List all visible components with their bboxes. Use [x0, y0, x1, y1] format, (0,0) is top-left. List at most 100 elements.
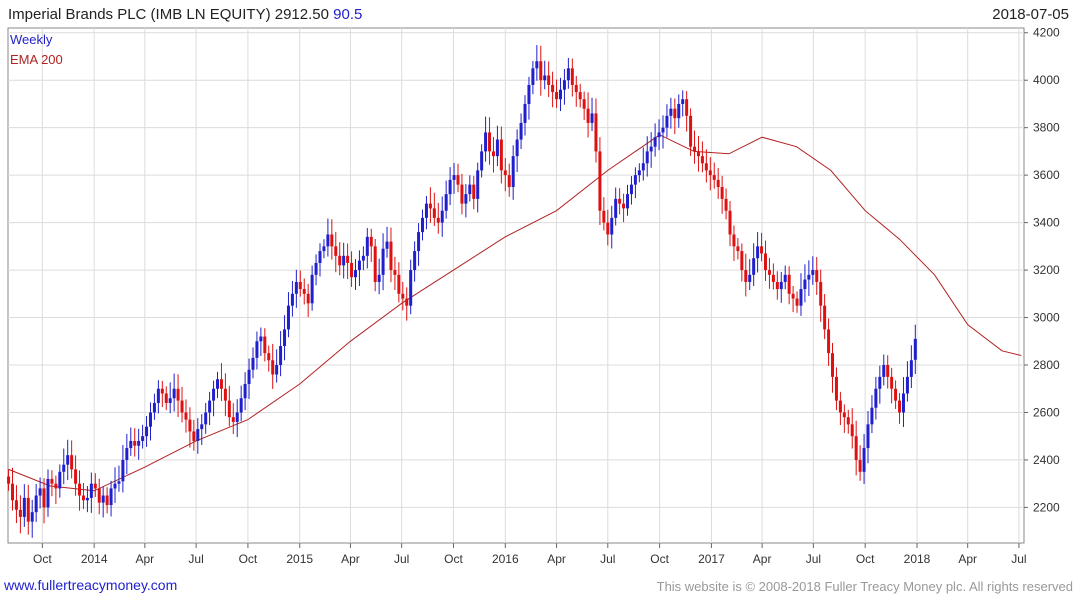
x-tick-label: 2017	[698, 552, 725, 566]
candle-body	[661, 127, 665, 133]
candle-body	[172, 388, 176, 399]
candle-body	[216, 379, 220, 389]
candle-body	[93, 483, 97, 489]
candle-body	[495, 139, 499, 157]
candle-body	[361, 255, 365, 261]
site-link[interactable]: www.fullertreacymoney.com	[4, 577, 178, 593]
candle-body	[752, 258, 756, 275]
candle-body	[18, 509, 22, 517]
candle-body	[756, 246, 760, 259]
candle-body	[180, 400, 184, 413]
candle-body	[208, 400, 212, 413]
candle-body	[689, 115, 693, 147]
candle-body	[834, 376, 838, 401]
x-tick-label: Oct	[856, 552, 875, 566]
candle-body	[393, 270, 397, 275]
candle-body	[223, 388, 227, 401]
candle-body	[271, 360, 275, 375]
candle-body	[302, 289, 306, 294]
chart-date: 2018-07-05	[992, 6, 1069, 23]
candle-body	[113, 483, 117, 489]
candle-body	[290, 293, 294, 306]
candle-body	[850, 424, 854, 437]
candle-body	[827, 329, 831, 354]
candle-body	[353, 270, 357, 278]
candle-body	[484, 132, 488, 152]
candle-body	[732, 234, 736, 247]
candle-body	[515, 139, 519, 157]
plot-frame	[7, 27, 1025, 544]
candle-body	[464, 194, 468, 204]
candle-body	[618, 198, 622, 204]
y-tick-label: 4000	[1033, 73, 1060, 87]
candle-body	[511, 156, 515, 188]
candle-body	[145, 426, 149, 437]
candle-body	[673, 108, 677, 119]
x-tick-label: Oct	[650, 552, 669, 566]
candle-body	[633, 175, 637, 185]
candle-body	[645, 151, 649, 164]
x-tick-label: Jul	[600, 552, 615, 566]
candle-body	[488, 132, 492, 152]
candle-body	[168, 398, 172, 403]
candle-body	[204, 412, 208, 425]
candle-body	[539, 61, 543, 81]
candle-body	[62, 464, 66, 472]
x-tick-label: 2016	[492, 552, 519, 566]
candle-body	[409, 270, 413, 306]
candle-body	[385, 241, 389, 249]
candle-body	[543, 75, 547, 81]
candle-body	[26, 497, 30, 522]
candle-body	[283, 329, 287, 347]
candle-body	[405, 298, 409, 306]
candle-body	[14, 500, 18, 510]
candle-body	[448, 179, 452, 195]
footer-site-link[interactable]: www.fullertreacymoney.com	[4, 577, 177, 593]
candle-body	[326, 234, 330, 247]
candle-body	[578, 92, 582, 100]
candle-body	[878, 376, 882, 389]
candle-body	[898, 400, 902, 413]
candle-body	[890, 376, 894, 389]
candle-body	[22, 497, 26, 517]
candle-body	[720, 187, 724, 199]
candle-body	[279, 346, 283, 366]
candle-body	[503, 170, 507, 176]
candle-body	[200, 424, 204, 430]
candle-body	[34, 495, 38, 513]
candle-body	[610, 217, 614, 235]
candle-body	[614, 198, 618, 218]
candle-body	[803, 279, 807, 290]
candle-body	[275, 365, 279, 375]
candle-body	[188, 419, 192, 432]
candle-body	[472, 184, 476, 199]
candle-body	[555, 92, 559, 100]
candle-body	[523, 103, 527, 123]
candle-body	[50, 478, 54, 484]
candle-body	[606, 222, 610, 235]
candle-body	[421, 217, 425, 233]
candle-body	[109, 488, 113, 506]
x-tick-label: 2014	[81, 552, 108, 566]
candle-body	[81, 495, 85, 501]
candle-body	[424, 203, 428, 218]
x-tick-label: Oct	[444, 552, 463, 566]
candle-body	[582, 99, 586, 109]
candle-body	[70, 455, 74, 470]
candle-body	[196, 429, 200, 441]
candle-body	[708, 170, 712, 176]
candle-body	[322, 246, 326, 252]
x-tick-label: Jul	[394, 552, 409, 566]
x-tick-label: 2018	[904, 552, 931, 566]
candle-body	[212, 388, 216, 401]
candle-body	[551, 84, 555, 93]
candle-body	[622, 203, 626, 209]
candle-body	[598, 151, 602, 211]
footer-copyright: This website is © 2008-2018 Fuller Treac…	[656, 579, 1073, 594]
y-tick-label: 3600	[1033, 168, 1060, 182]
y-tick-label: 4200	[1033, 26, 1060, 40]
candle-body	[11, 483, 15, 501]
candle-body	[365, 236, 369, 256]
candle-body	[819, 281, 823, 306]
ema-line	[8, 134, 1022, 492]
